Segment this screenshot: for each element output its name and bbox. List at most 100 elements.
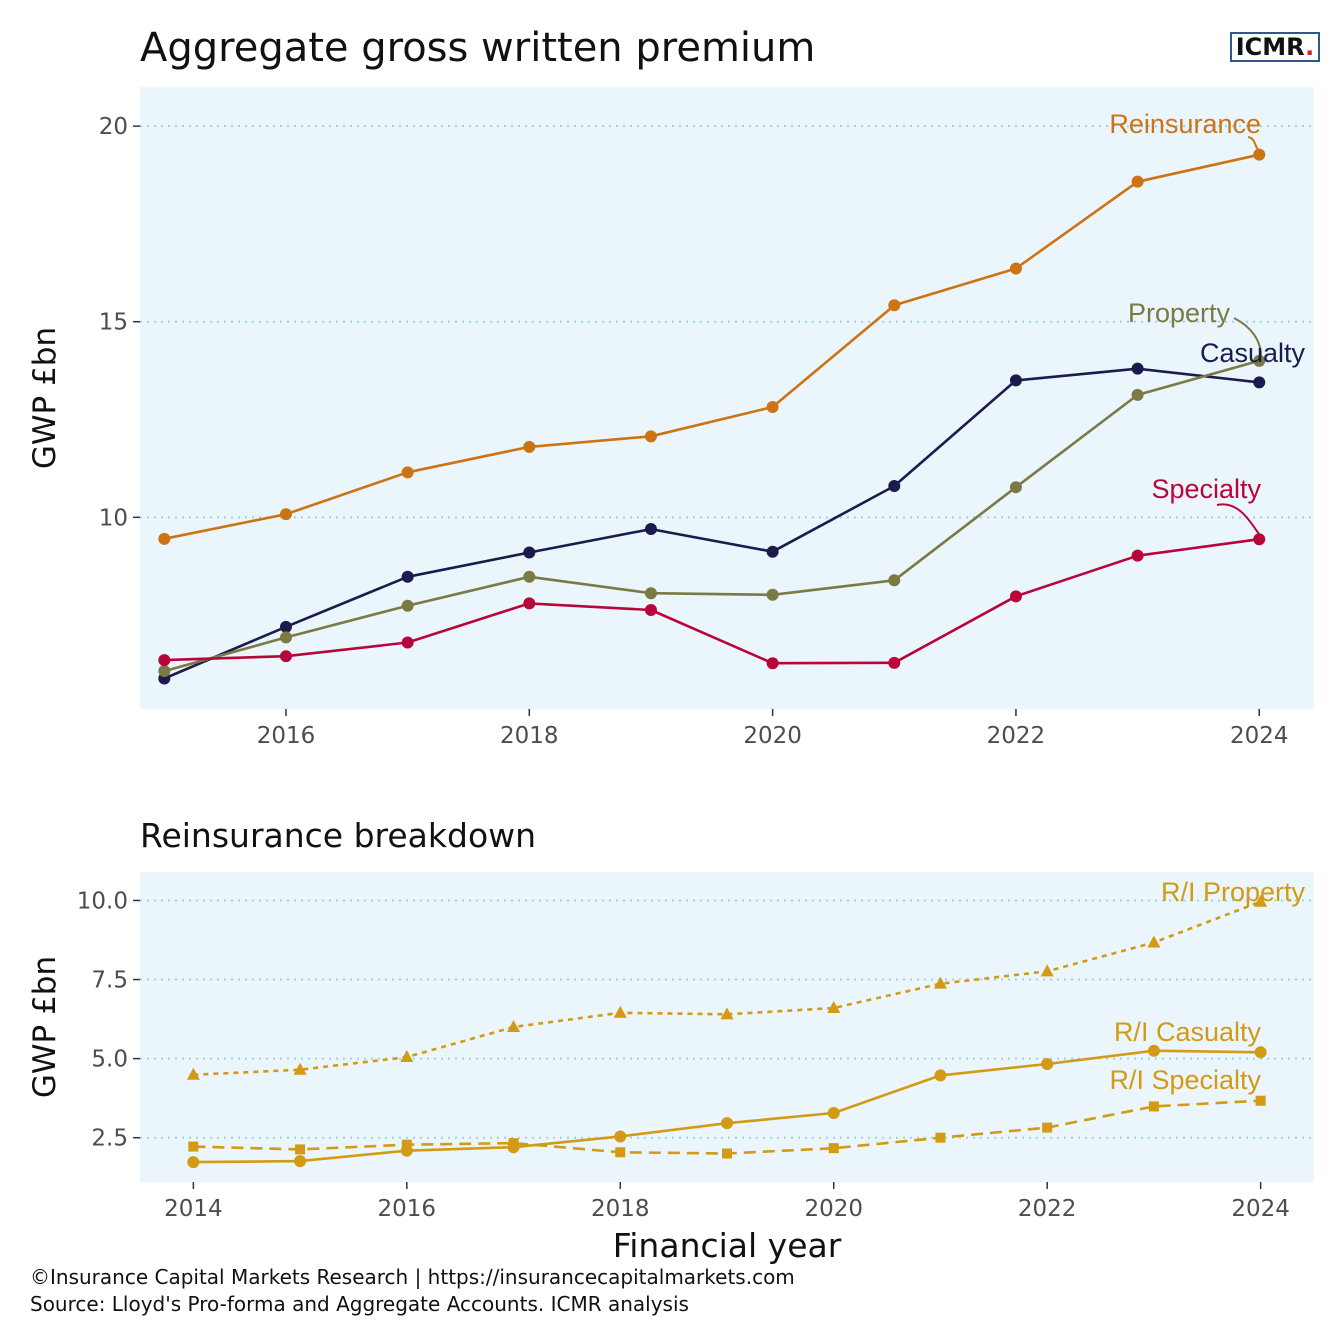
property-point xyxy=(523,570,536,583)
reinsurance-point xyxy=(401,466,414,479)
specialty-point xyxy=(1009,590,1022,603)
r-i-specialty-point xyxy=(295,1144,306,1155)
specialty-point xyxy=(401,636,414,649)
reinsurance-label: Reinsurance xyxy=(1109,109,1261,139)
x-axis-title: Financial year xyxy=(613,1226,842,1265)
property-point xyxy=(1009,481,1022,494)
specialty-leader xyxy=(1216,503,1262,538)
casualty-point xyxy=(279,620,292,633)
r-i-property-point xyxy=(186,1067,200,1080)
r-i-specialty-point xyxy=(1255,1095,1266,1106)
bottom-x-tick-label: 2022 xyxy=(1018,1196,1077,1222)
casualty-point xyxy=(888,480,901,493)
property-point xyxy=(1131,388,1144,401)
reinsurance-leader xyxy=(1247,136,1262,153)
reinsurance-point xyxy=(158,532,171,545)
property-point xyxy=(644,587,657,600)
top-x-tick-label: 2020 xyxy=(743,723,802,749)
reinsurance-point xyxy=(644,430,657,443)
bottom-y-axis-title: GWP £bn xyxy=(27,956,63,1098)
r-i-property-point xyxy=(400,1050,414,1063)
ri-specialty-label: R/I Specialty xyxy=(1109,1065,1261,1095)
bottom-x-tick-label: 2018 xyxy=(591,1196,650,1222)
r-i-property-point xyxy=(933,976,947,989)
r-i-specialty-point xyxy=(828,1143,839,1154)
r-i-property-line xyxy=(193,900,1262,1077)
bottom-x-tick-label: 2014 xyxy=(164,1196,223,1222)
r-i-property-point xyxy=(507,1020,521,1032)
r-i-casualty-point xyxy=(1041,1058,1054,1071)
reinsurance-line xyxy=(164,153,1260,541)
r-i-property-point xyxy=(293,1062,307,1075)
copyright-line: ©Insurance Capital Markets Research | ht… xyxy=(30,1265,795,1289)
top-y-tick-label: 15 xyxy=(99,310,128,336)
top-x-tick-label: 2024 xyxy=(1230,723,1289,749)
r-i-specialty-point xyxy=(615,1147,626,1158)
r-i-property-point xyxy=(827,1001,841,1014)
r-i-casualty-point xyxy=(721,1117,733,1130)
casualty-line xyxy=(163,367,1260,680)
bottom-series-group xyxy=(186,894,1268,1169)
casualty-point xyxy=(1253,376,1266,389)
reinsurance-point xyxy=(279,508,292,521)
r-i-casualty-point xyxy=(187,1156,200,1169)
specialty-point xyxy=(644,604,657,617)
reinsurance-point xyxy=(1253,148,1266,161)
r-i-property-point xyxy=(720,1007,734,1020)
chart-title: Aggregate gross written premium xyxy=(140,25,815,71)
specialty-point xyxy=(158,654,171,667)
casualty-point xyxy=(644,523,657,536)
r-i-property-point xyxy=(1254,894,1268,907)
reinsurance-point xyxy=(1009,262,1022,275)
r-i-casualty-point xyxy=(1254,1046,1267,1059)
bottom-x-tick-label: 2020 xyxy=(804,1196,863,1222)
specialty-point xyxy=(888,656,901,669)
r-i-property-point xyxy=(1040,964,1054,977)
top-y-axis-title: GWP £bn xyxy=(27,327,63,469)
top-tick-labels: 10 15 20 2016 2018 2020 2022 2024 xyxy=(99,114,1289,749)
logo-dot: . xyxy=(1305,33,1315,61)
top-series-group xyxy=(158,148,1266,685)
r-i-specialty-point xyxy=(1148,1101,1159,1112)
property-label: Property xyxy=(1128,298,1231,328)
casualty-point xyxy=(1009,374,1022,387)
ri-property-label: R/I Property xyxy=(1161,877,1306,907)
r-i-property-point xyxy=(1147,935,1161,948)
specialty-line xyxy=(164,537,1260,665)
property-point xyxy=(158,665,171,678)
casualty-point xyxy=(1131,362,1144,375)
breakdown-title: Reinsurance breakdown xyxy=(140,816,536,855)
bottom-plot-panel xyxy=(140,872,1314,1182)
property-point xyxy=(888,574,901,587)
top-x-tick-label: 2022 xyxy=(987,723,1046,749)
bottom-y-tick-label: 10.0 xyxy=(77,888,128,914)
specialty-point xyxy=(279,650,292,663)
property-leader xyxy=(1233,317,1263,360)
r-i-casualty-point xyxy=(614,1130,627,1143)
reinsurance-point xyxy=(1131,175,1144,188)
top-y-tick-label: 10 xyxy=(99,505,128,531)
reinsurance-point xyxy=(523,440,536,453)
source-line: Source: Lloyd's Pro-forma and Aggregate … xyxy=(30,1292,689,1316)
property-line xyxy=(163,359,1260,673)
property-point xyxy=(401,599,414,612)
bottom-y-tick-label: 2.5 xyxy=(91,1126,128,1152)
top-x-tick-label: 2018 xyxy=(500,723,559,749)
property-point xyxy=(766,588,779,601)
casualty-label: Casualty xyxy=(1200,338,1306,368)
bottom-y-tick-label: 7.5 xyxy=(91,968,128,994)
r-i-casualty-point xyxy=(1147,1044,1160,1057)
reinsurance-point xyxy=(888,299,901,312)
bottom-y-tick-label: 5.0 xyxy=(91,1047,128,1073)
top-series-labels: Reinsurance Property Casualty Specialty xyxy=(1109,109,1306,538)
casualty-point xyxy=(401,570,414,583)
bottom-tick-labels: 2.5 5.0 7.5 10.0 2014 2016 2018 2020 2022 2024 xyxy=(77,888,1290,1222)
r-i-casualty-point xyxy=(934,1069,947,1082)
logo-text: ICMR xyxy=(1235,33,1306,61)
specialty-point xyxy=(1131,549,1144,562)
casualty-point xyxy=(766,545,779,558)
reinsurance-point xyxy=(766,400,779,413)
r-i-casualty-point xyxy=(294,1155,307,1168)
bottom-series-labels: R/I Property R/I Casualty R/I Specialty xyxy=(1109,877,1305,1095)
